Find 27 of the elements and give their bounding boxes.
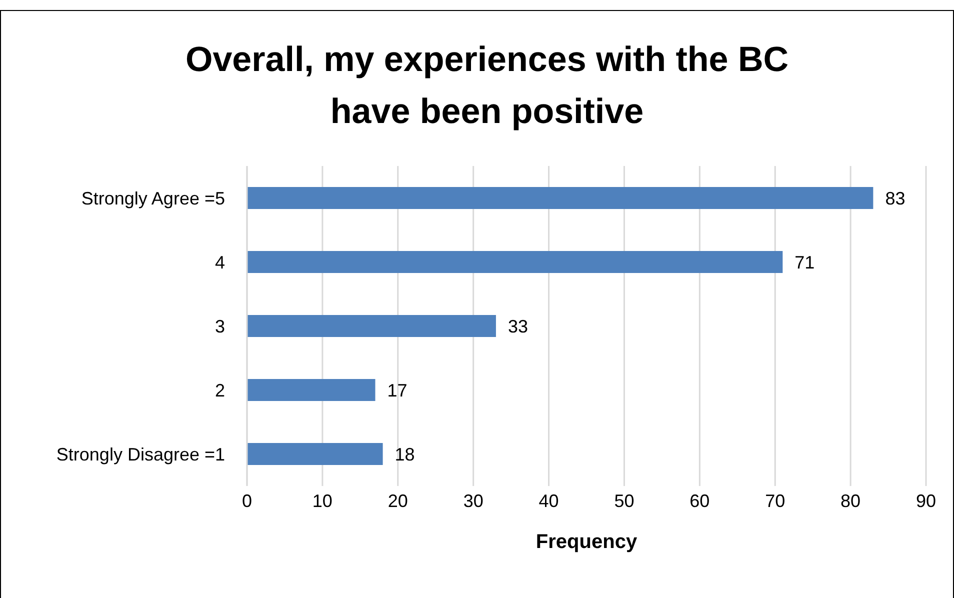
chart-title: Overall, my experiences with the BC have been positive (184, 39, 790, 133)
x-tick-label: 50 (614, 490, 634, 511)
y-tick-label: 2 (214, 380, 225, 400)
y-tick-label: 3 (214, 316, 225, 336)
x-tick-label: 10 (312, 490, 332, 511)
x-tick-label: 40 (538, 490, 559, 511)
bar (247, 379, 376, 401)
y-tick-label: 4 (214, 252, 225, 272)
data-label: 17 (387, 380, 408, 400)
bar (247, 315, 496, 337)
x-tick-label: 0 (242, 490, 252, 511)
x-tick-label: 90 (916, 490, 936, 511)
x-tick-label: 30 (463, 490, 484, 511)
y-tick-label: Strongly Disagree =1 (56, 444, 225, 464)
data-label: 33 (508, 316, 528, 336)
x-tick-label: 60 (690, 490, 710, 511)
x-tick-label: 20 (388, 490, 408, 511)
bar (247, 443, 383, 465)
bar (247, 187, 874, 209)
data-label: 83 (885, 188, 906, 208)
y-tick-label: Strongly Agree =5 (81, 188, 225, 208)
x-tick-label: 70 (765, 490, 786, 511)
x-axis-title: Frequency (536, 531, 638, 553)
bar (247, 251, 783, 273)
x-tick-label: 80 (840, 490, 861, 511)
data-label: 71 (794, 252, 815, 272)
data-label: 18 (394, 444, 415, 464)
